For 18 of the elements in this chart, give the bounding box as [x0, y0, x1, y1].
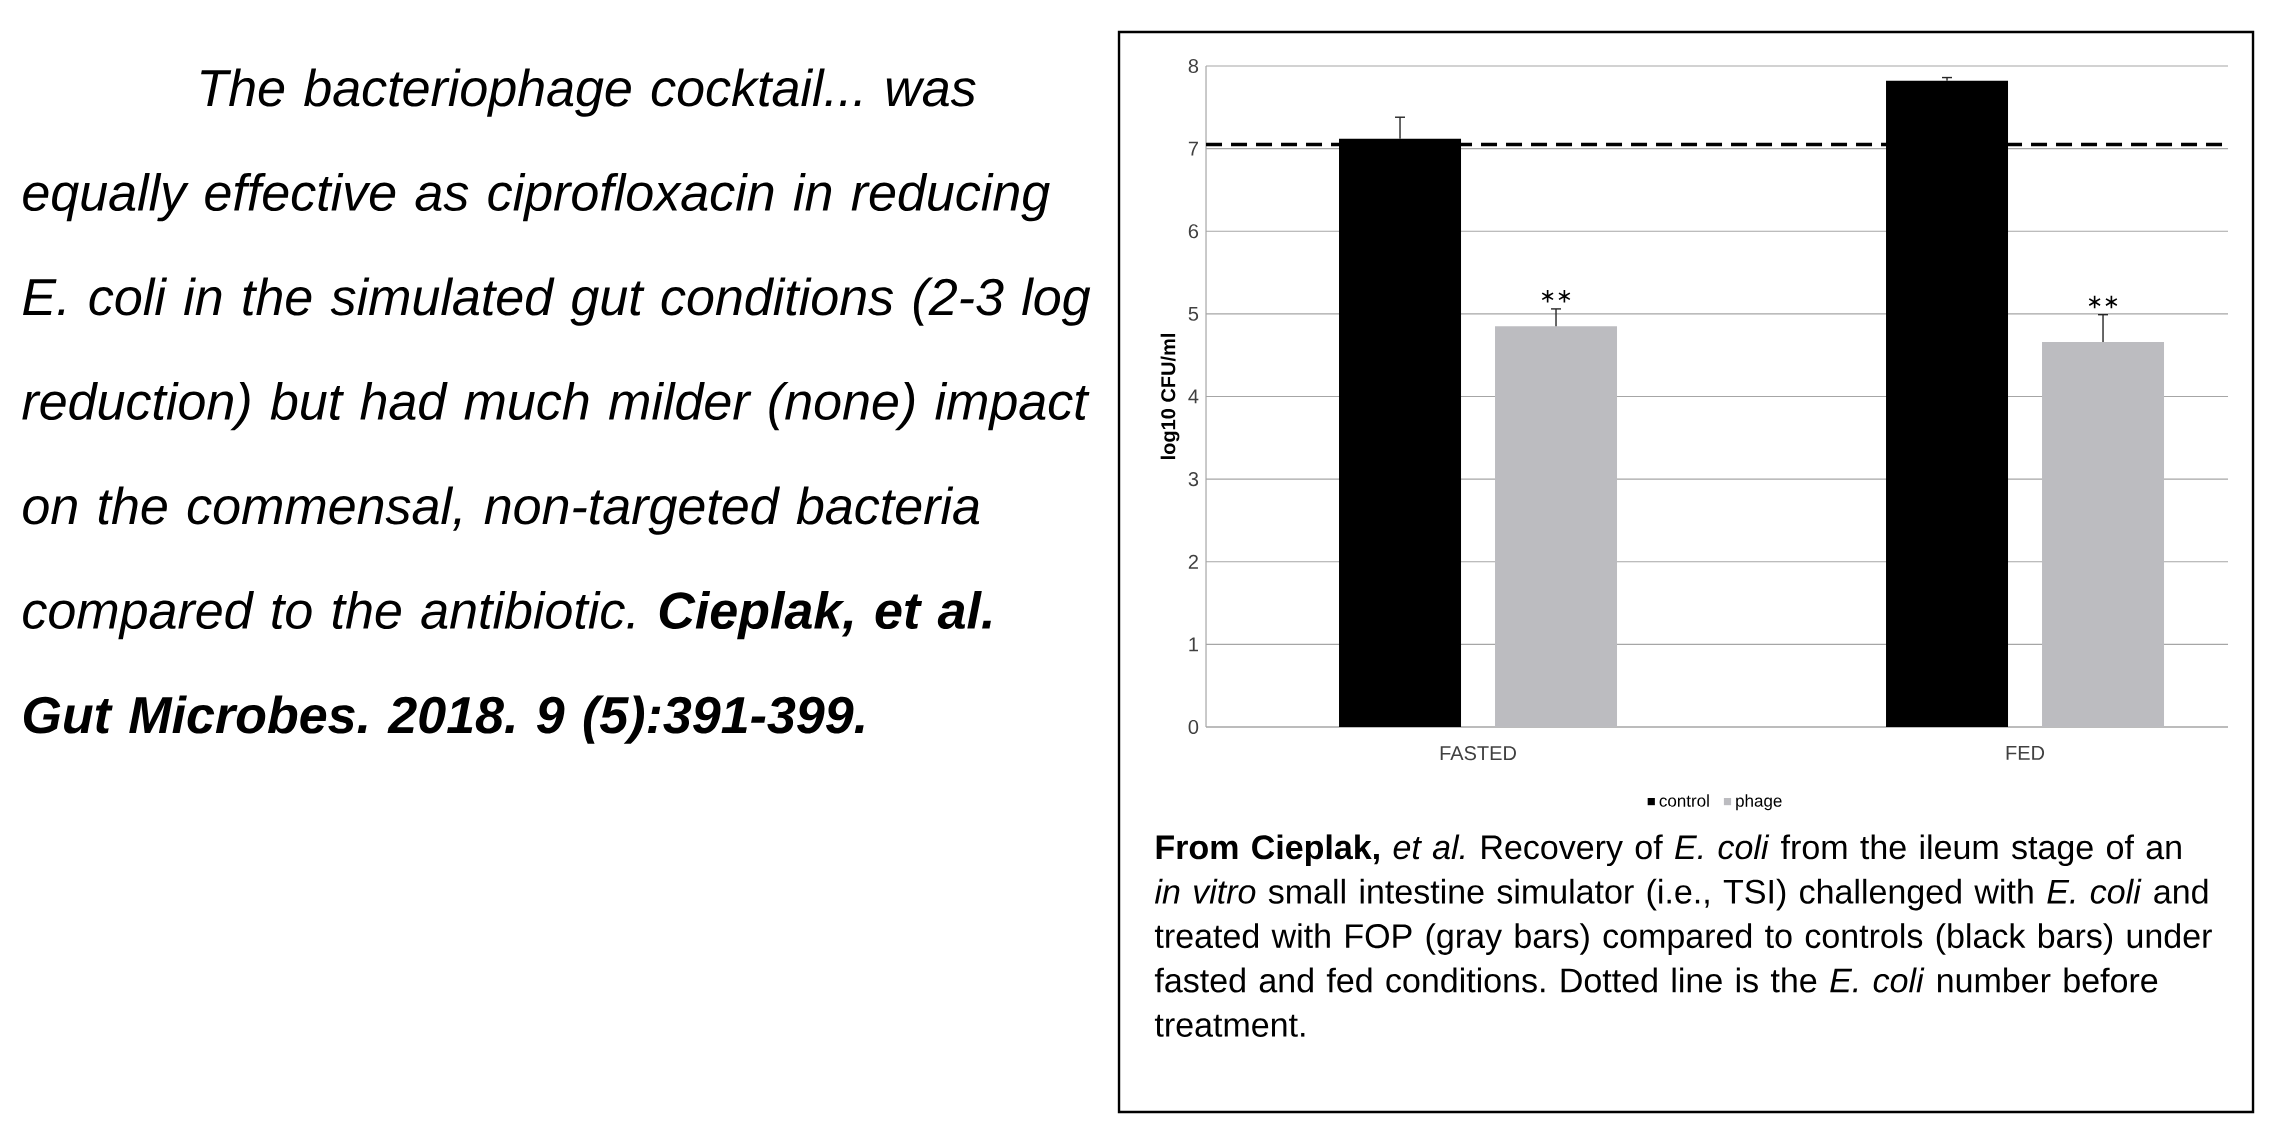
y-tick-label: 2	[1188, 554, 1198, 569]
y-axis-title: log10 CFU/ml	[1160, 334, 1180, 459]
y-tick-label: 5	[1188, 306, 1199, 321]
x-tick-label: FASTED	[1440, 746, 1516, 761]
annotation: ∗∗	[1541, 289, 1571, 303]
y-tick-label: 8	[1188, 58, 1199, 74]
text: From Cieplak, et al. Recovery of E. coli from the ileum stage of an in vitro small intestine simulator (i.e., TSI) challenged with E. coli and treated with FOP (gray bars) compared to controls (black bars) under fasted and fed conditions. Dotted line is the E. coli number before treatment.	[1154, 834, 2212, 1037]
y-tick-label: 4	[1188, 389, 1199, 404]
y-tick-label: 0	[1188, 719, 1199, 735]
y-tick-label: 6	[1188, 224, 1199, 239]
legend-label: control	[1659, 794, 1709, 807]
y-tick-label: 3	[1188, 472, 1199, 487]
y-tick-label: 7	[1188, 141, 1198, 156]
text: The bacteriophage cocktail... was equally effective as ciprofloxacin in reducing E. coli in the simulated gut conditions (2-3 log reduction) but had much milder (none) impact on the commensal, non-targeted bacteria compared to the antibiotic. Cieplak, et al. Gut Microbes. 2018. 9 (5):391-399.	[22, 68, 1091, 744]
x-tick-label: FED	[2006, 746, 2045, 760]
legend-label: phage	[1736, 794, 1782, 811]
annotation: ∗∗	[2088, 295, 2118, 309]
y-tick-label: 1	[1189, 637, 1198, 652]
